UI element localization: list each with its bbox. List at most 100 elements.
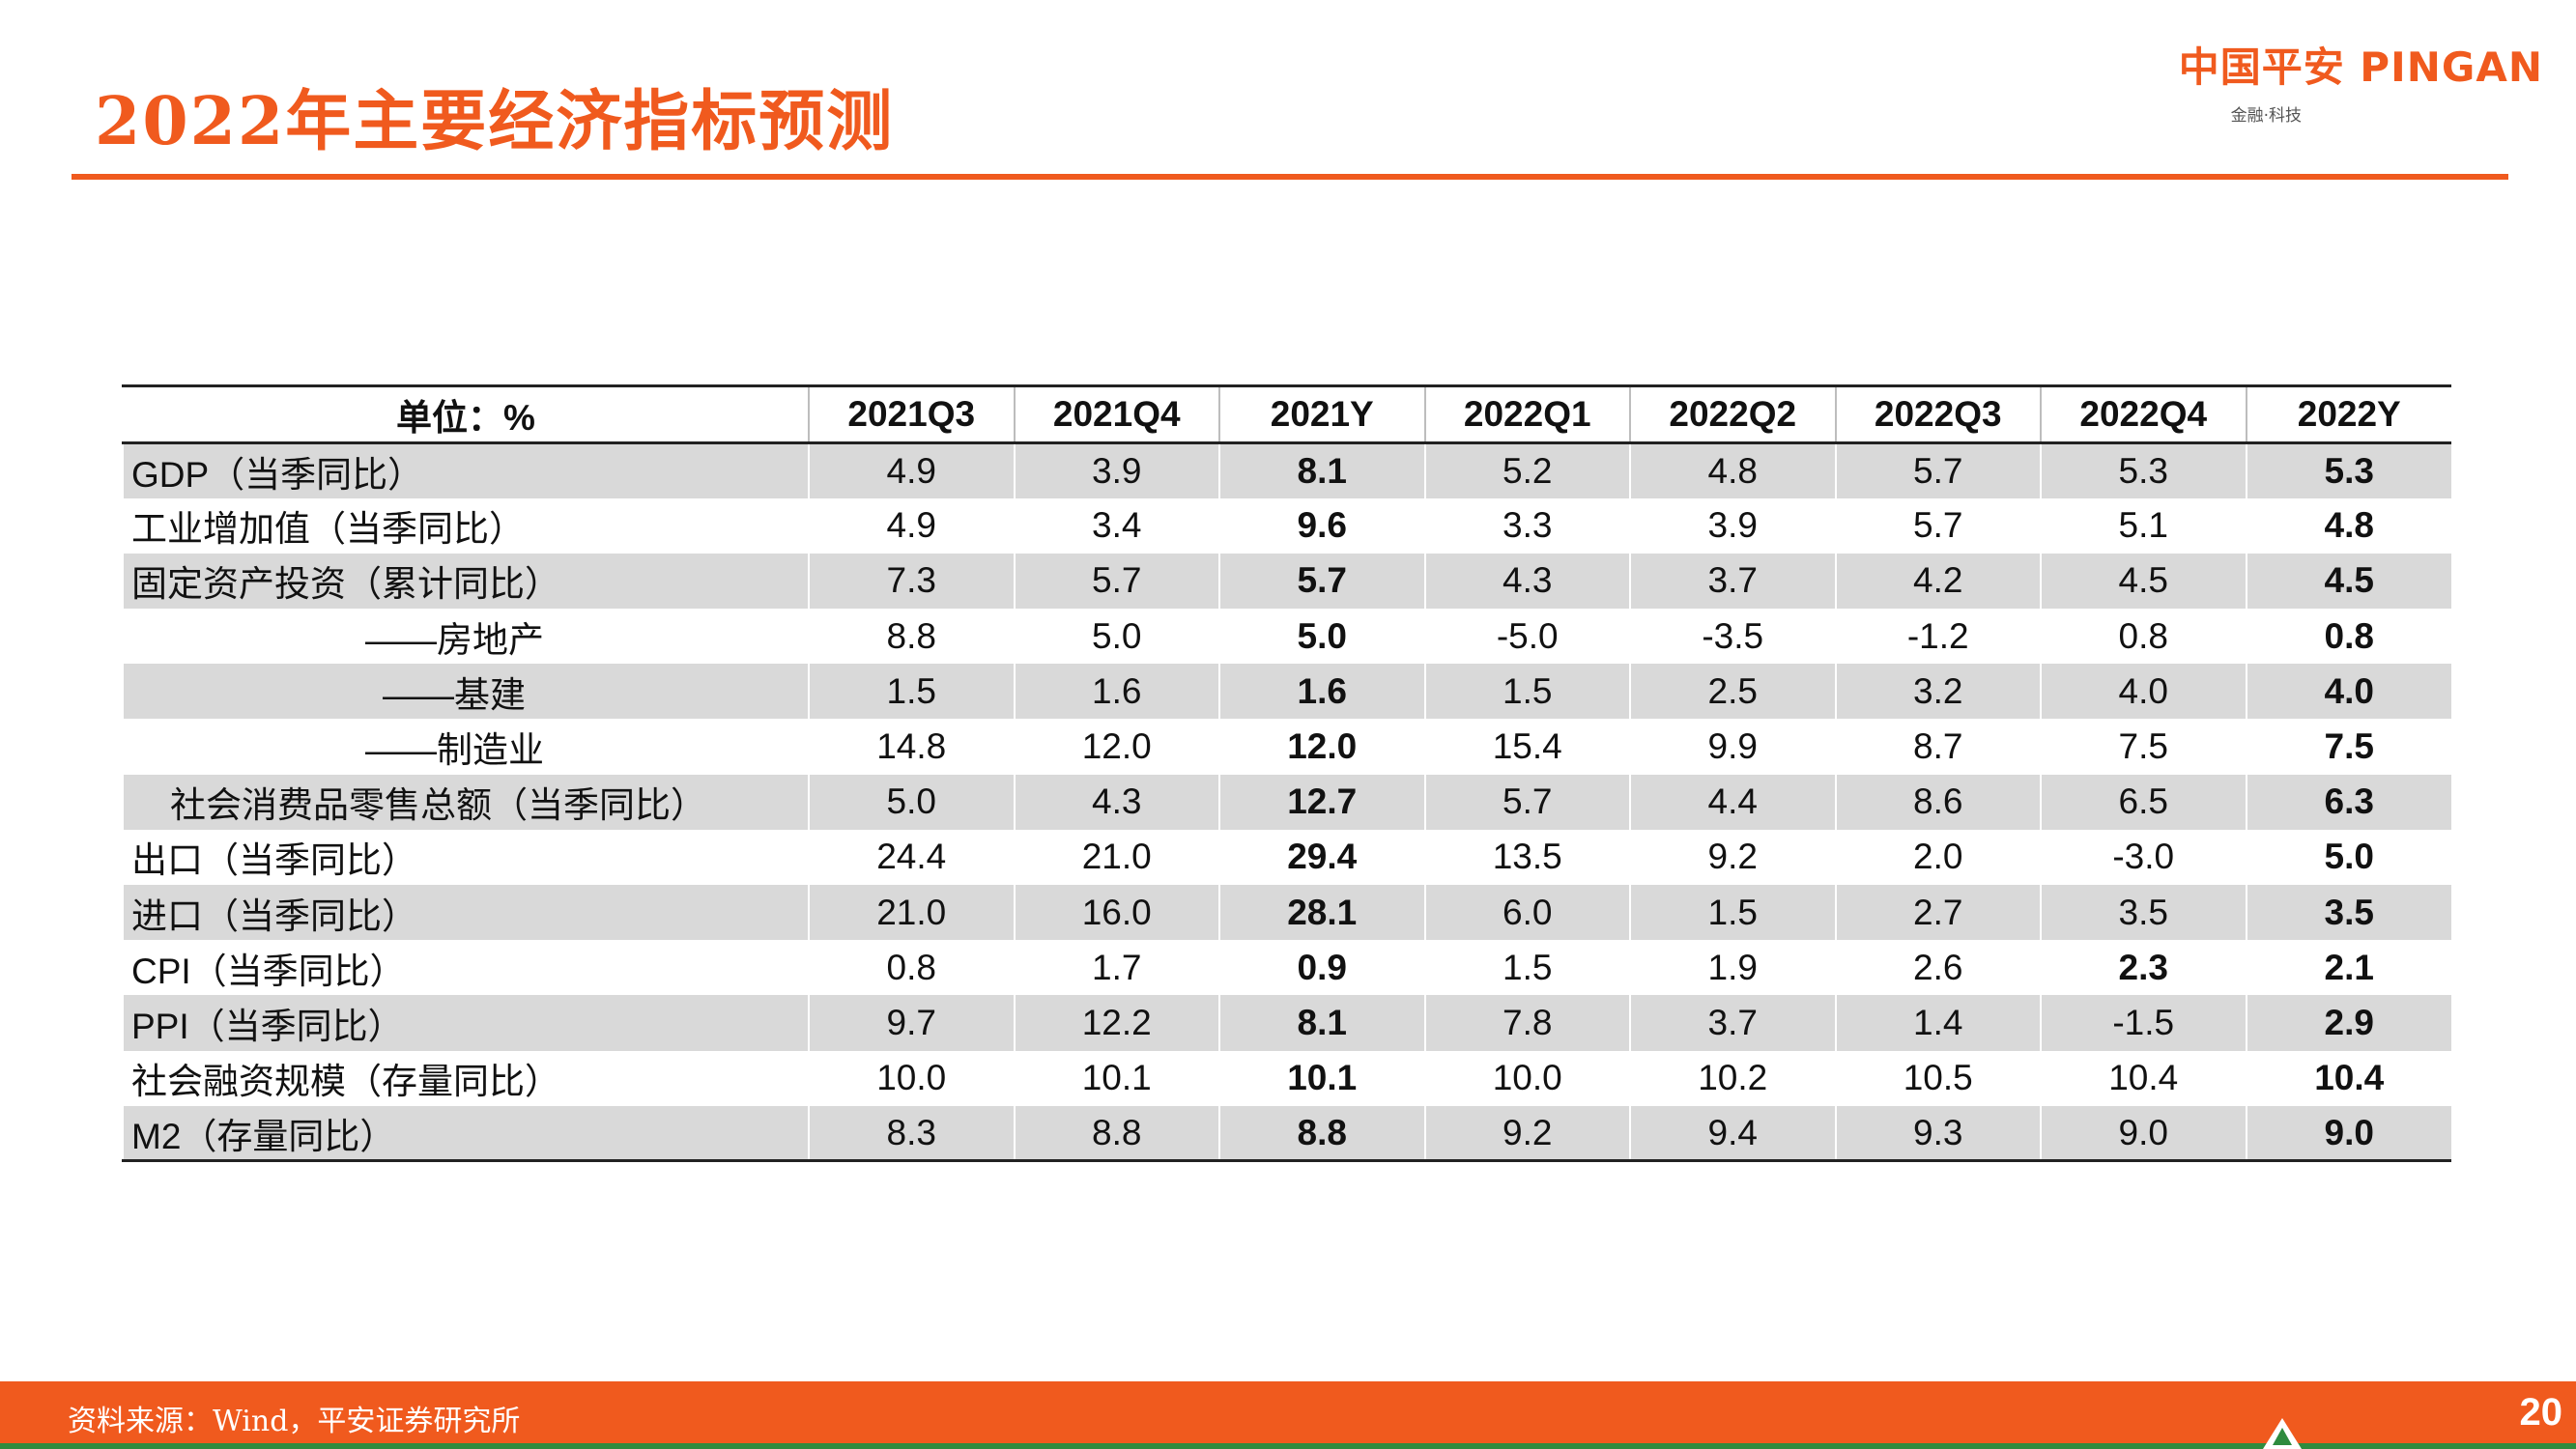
table-row: GDP（当季同比） 4.9 3.9 8.1 5.2 4.8 5.7 5.3 5.3 — [122, 442, 2451, 498]
table-cell: 4.3 — [1013, 774, 1219, 830]
header-2021y: 2021Y — [1218, 384, 1425, 444]
table-cell: 6.3 — [2245, 774, 2451, 830]
row-label: ——制造业 — [122, 719, 809, 775]
table-cell: 1.4 — [1834, 995, 2041, 1051]
table-cell: 2.5 — [1629, 664, 1836, 720]
table-row: CPI（当季同比） 0.8 1.7 0.9 1.5 1.9 2.6 2.3 2.1 — [122, 940, 2451, 996]
row-label: M2（存量同比） — [122, 1105, 809, 1163]
table-cell: 5.0 — [1013, 609, 1219, 665]
table-cell: 1.5 — [1423, 940, 1630, 996]
table-cell: 7.3 — [808, 553, 1015, 610]
row-label: CPI（当季同比） — [122, 940, 809, 996]
table-cell: 12.7 — [1218, 774, 1425, 830]
row-label: 工业增加值（当季同比） — [122, 497, 809, 554]
table-cell: 4.8 — [1629, 442, 1836, 498]
table-cell: 8.8 — [808, 609, 1015, 665]
table-cell: 4.9 — [808, 442, 1015, 498]
table-cell: -3.0 — [2040, 829, 2247, 885]
table-cell: 2.0 — [1834, 829, 2041, 885]
row-label: 社会融资规模（存量同比） — [122, 1050, 809, 1106]
table-cell: 5.2 — [1423, 442, 1630, 498]
table-cell: 2.7 — [1834, 885, 2041, 941]
table-cell: 3.3 — [1423, 497, 1630, 554]
table-cell: 10.4 — [2040, 1050, 2247, 1106]
table-cell: 4.5 — [2245, 553, 2451, 610]
table-cell: 21.0 — [808, 885, 1015, 941]
table-cell: 10.5 — [1834, 1050, 2041, 1106]
header-2022q1: 2022Q1 — [1423, 384, 1630, 444]
source-note: 资料来源：Wind，平安证券研究所 — [68, 1405, 521, 1438]
table-row: 社会消费品零售总额（当季同比） 5.0 4.3 12.7 5.7 4.4 8.6 6.5 6.3 — [122, 774, 2451, 830]
table-cell: 2.3 — [2040, 940, 2247, 996]
table-cell: 5.0 — [808, 774, 1015, 830]
table-cell: 5.7 — [1834, 442, 2041, 498]
table-cell: 1.6 — [1013, 664, 1219, 720]
table-cell: 0.8 — [808, 940, 1015, 996]
pingan-logo: 中国平安 PINGAN 金融·科技 — [2147, 35, 2543, 126]
table-cell: 4.0 — [2040, 664, 2247, 720]
table-cell: 9.2 — [1629, 829, 1836, 885]
table-cell: 4.8 — [2245, 497, 2451, 554]
table-row: 固定资产投资（累计同比） 7.3 5.7 5.7 4.3 3.7 4.2 4.5 4.5 — [122, 553, 2451, 610]
table-cell: 8.6 — [1834, 774, 2041, 830]
table-cell: 14.8 — [808, 719, 1015, 775]
table-cell: 3.9 — [1013, 442, 1219, 498]
header-2022q3: 2022Q3 — [1834, 384, 2041, 444]
table-cell: 9.0 — [2040, 1105, 2247, 1163]
logo-tagline: 金融·科技 — [2230, 106, 2302, 126]
table-cell: 7.5 — [2040, 719, 2247, 775]
table-cell: 13.5 — [1423, 829, 1630, 885]
table-cell: 1.5 — [1423, 664, 1630, 720]
table-cell: 12.0 — [1218, 719, 1425, 775]
table-row: 社会融资规模（存量同比） 10.0 10.1 10.1 10.0 10.2 10.5 10.4… — [122, 1050, 2451, 1106]
row-label: ——基建 — [122, 664, 809, 720]
table-cell: 5.7 — [1834, 497, 2041, 554]
table-cell: 4.3 — [1423, 553, 1630, 610]
table-cell: 9.2 — [1423, 1105, 1630, 1163]
table-cell: 9.4 — [1629, 1105, 1836, 1163]
table-row: ——基建 1.5 1.6 1.6 1.5 2.5 3.2 4.0 4.0 — [122, 664, 2451, 720]
table-row: 出口（当季同比） 24.4 21.0 29.4 13.5 9.2 2.0 -3.0 5.0 — [122, 829, 2451, 885]
table-row: M2（存量同比） 8.3 8.8 8.8 9.2 9.4 9.3 9.0 9.0 — [122, 1105, 2451, 1163]
forecast-table: 单位：% 2021Q3 2021Q4 2021Y 2022Q1 2022Q2 2… — [122, 384, 2451, 1163]
title-divider — [72, 174, 2508, 180]
table-cell: 9.3 — [1834, 1105, 2041, 1163]
table-cell: 8.1 — [1218, 442, 1425, 498]
table-cell: 5.0 — [2245, 829, 2451, 885]
table-cell: 9.7 — [808, 995, 1015, 1051]
table-cell: -5.0 — [1423, 609, 1630, 665]
row-label: ——房地产 — [122, 609, 809, 665]
table-cell: 5.0 — [1218, 609, 1425, 665]
table-cell: -1.2 — [1834, 609, 2041, 665]
table-cell: 1.5 — [1629, 885, 1836, 941]
table-row: 进口（当季同比） 21.0 16.0 28.1 6.0 1.5 2.7 3.5 3.5 — [122, 885, 2451, 941]
table-row: PPI（当季同比） 9.7 12.2 8.1 7.8 3.7 1.4 -1.5 2.9 — [122, 995, 2451, 1051]
table-cell: 10.0 — [1423, 1050, 1630, 1106]
table-cell: 3.7 — [1629, 995, 1836, 1051]
table-cell: 21.0 — [1013, 829, 1219, 885]
table-row: 工业增加值（当季同比） 4.9 3.4 9.6 3.3 3.9 5.7 5.1 4.8 — [122, 497, 2451, 554]
logo-wordmark: 中国平安 PINGAN — [2178, 43, 2543, 91]
table-cell: 9.6 — [1218, 497, 1425, 554]
table-cell: 4.4 — [1629, 774, 1836, 830]
table-cell: 5.7 — [1423, 774, 1630, 830]
table-header-row: 单位：% 2021Q3 2021Q4 2021Y 2022Q1 2022Q2 2… — [122, 384, 2451, 444]
table-cell: 0.9 — [1218, 940, 1425, 996]
table-cell: 8.8 — [1013, 1105, 1219, 1163]
header-unit: 单位：% — [122, 384, 809, 444]
table-cell: 9.9 — [1629, 719, 1836, 775]
table-cell: 4.0 — [2245, 664, 2451, 720]
page-number: 20 — [2519, 1391, 2563, 1434]
table-cell: 1.7 — [1013, 940, 1219, 996]
table-cell: 1.6 — [1218, 664, 1425, 720]
header-2022q2: 2022Q2 — [1629, 384, 1836, 444]
header-2021q3: 2021Q3 — [808, 384, 1015, 444]
row-label: GDP（当季同比） — [122, 442, 809, 498]
table-cell: 28.1 — [1218, 885, 1425, 941]
table-cell: -3.5 — [1629, 609, 1836, 665]
table-cell: 3.5 — [2245, 885, 2451, 941]
table-cell: 24.4 — [808, 829, 1015, 885]
page-title: 2022年主要经济指标预测 — [95, 83, 895, 160]
table-cell: 8.7 — [1834, 719, 2041, 775]
header-2022y: 2022Y — [2245, 384, 2451, 444]
